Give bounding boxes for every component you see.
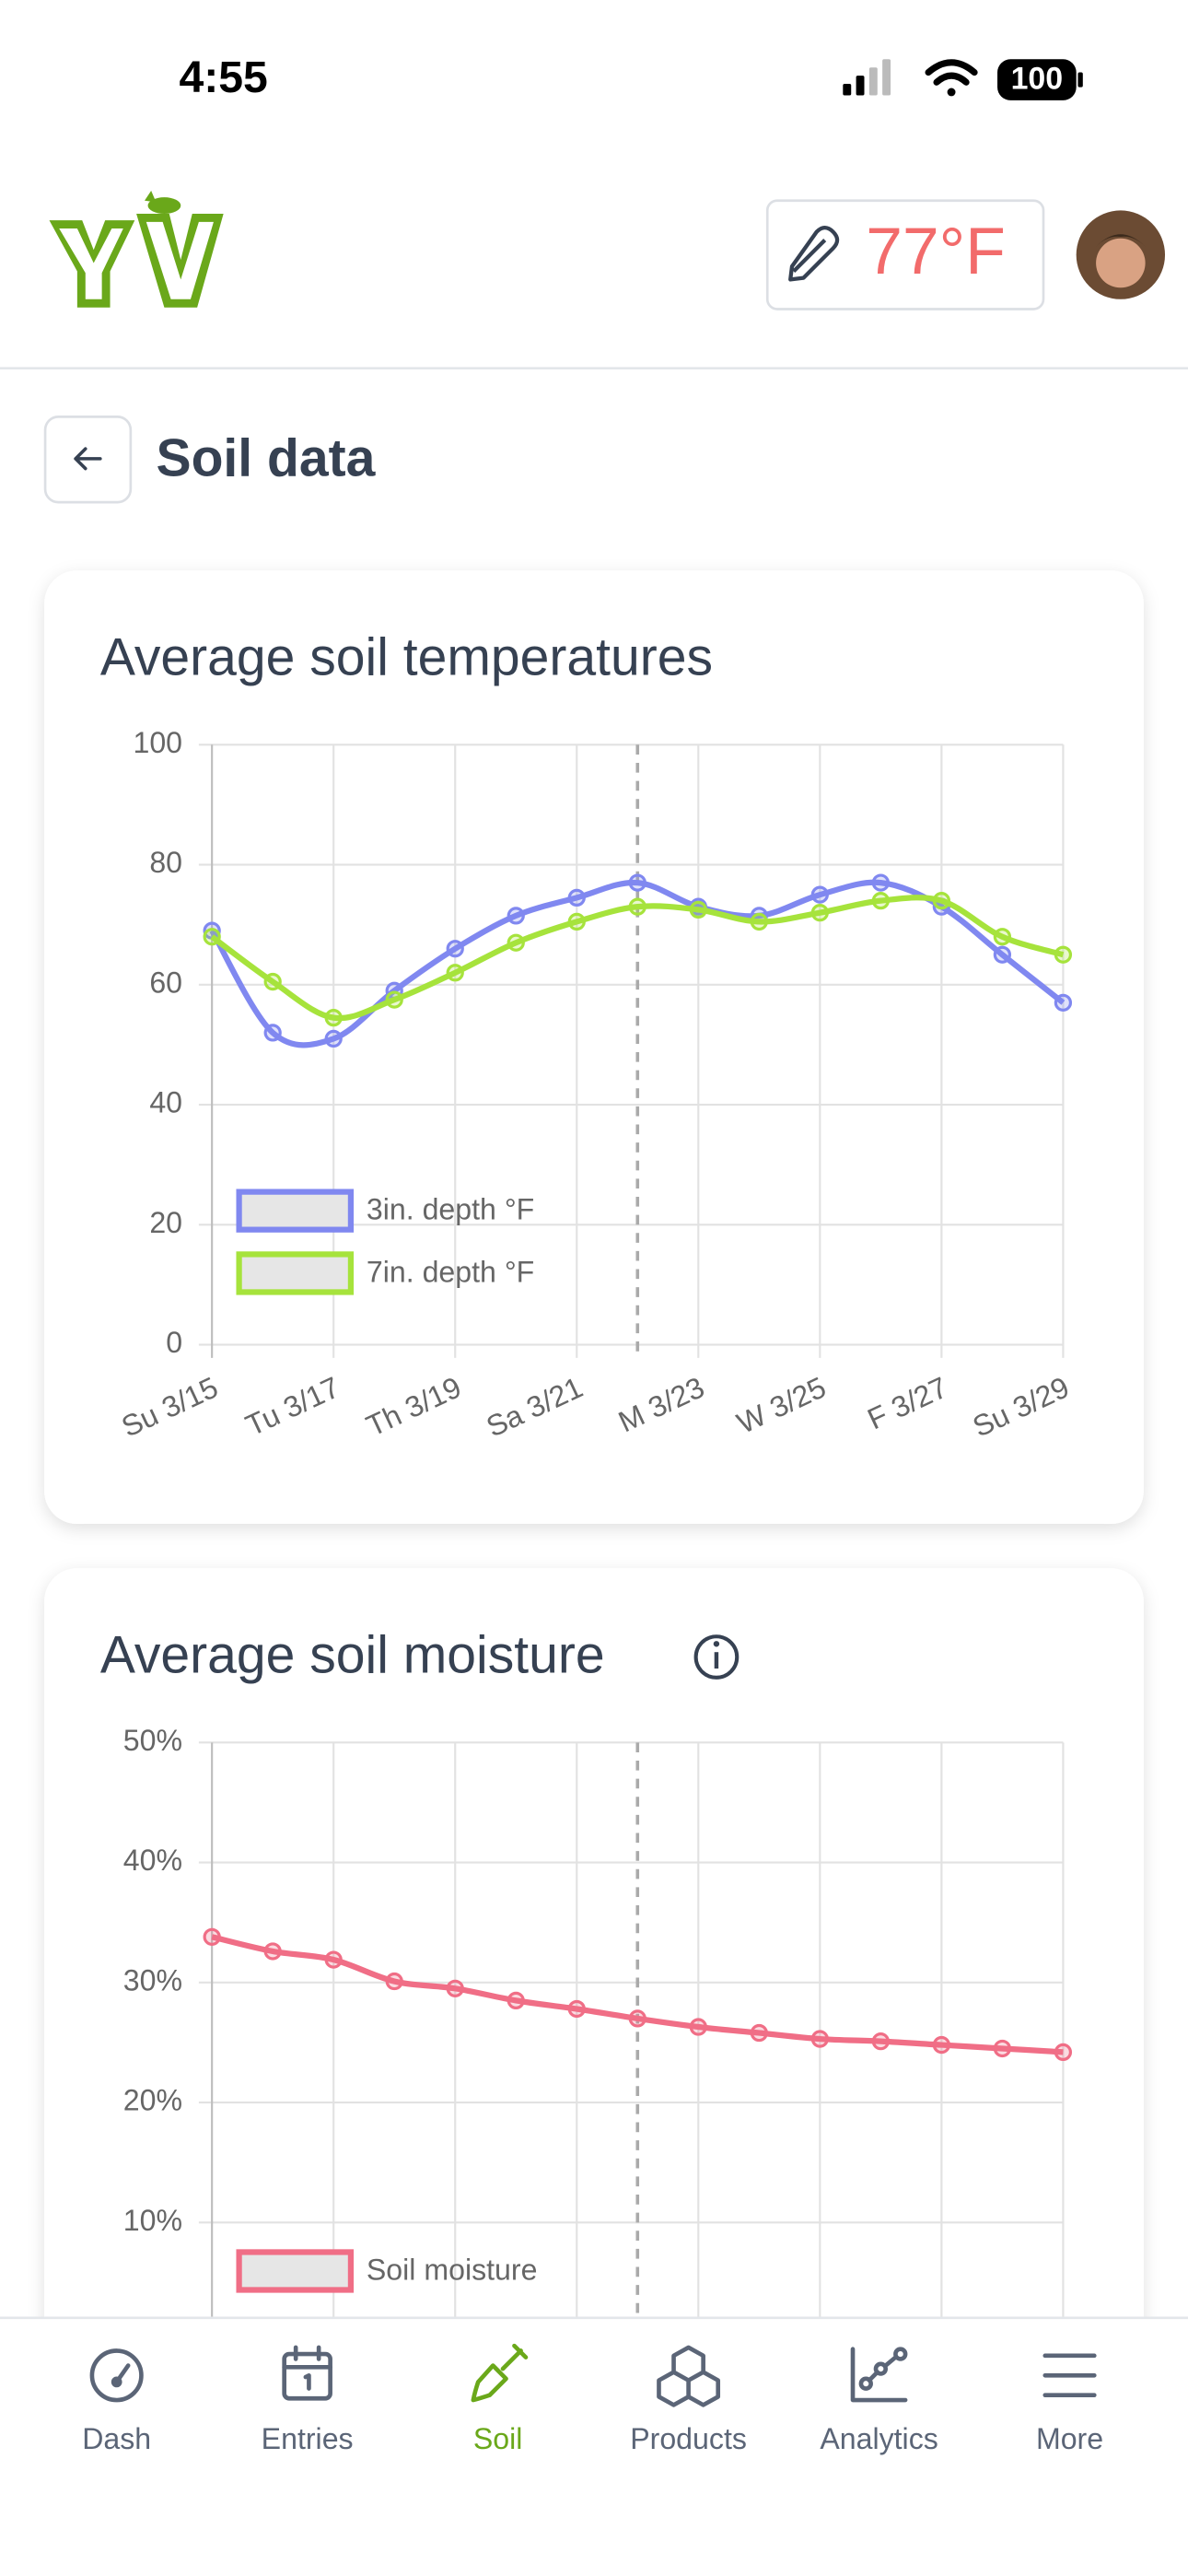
- nav-icons: [89, 2343, 1097, 2407]
- data-point: [446, 1979, 464, 1997]
- dash-icon: [89, 2348, 144, 2403]
- more-icon: [1042, 2353, 1097, 2397]
- signal-icon: [843, 59, 891, 96]
- page-title: Soil data: [157, 429, 377, 488]
- data-point: [567, 888, 586, 907]
- data-point: [385, 1972, 403, 1991]
- nav-item[interactable]: Dash: [82, 2422, 151, 2455]
- data-point: [750, 2023, 768, 2043]
- data-point: [932, 892, 950, 910]
- nav-item[interactable]: Products: [630, 2422, 747, 2455]
- info-icon[interactable]: [693, 1634, 740, 1680]
- data-point: [750, 912, 768, 931]
- data-point: [628, 897, 646, 916]
- temperature-pill[interactable]: 77°F: [765, 199, 1045, 310]
- data-point: [385, 990, 403, 1009]
- data-point: [324, 1008, 343, 1027]
- data-point: [324, 1029, 343, 1048]
- data-point: [689, 900, 707, 919]
- data-point: [628, 2009, 646, 2028]
- avatar[interactable]: [1076, 210, 1166, 299]
- data-point: [446, 940, 464, 958]
- y-tick-label: 20%: [123, 2084, 182, 2117]
- data-point: [507, 907, 525, 925]
- entries-icon: [282, 2345, 332, 2401]
- back-button[interactable]: [43, 416, 133, 504]
- data-point: [507, 1991, 525, 2010]
- y-tick-label: 40: [149, 1086, 182, 1119]
- data-point: [871, 873, 890, 892]
- nav-item[interactable]: More: [1036, 2422, 1103, 2455]
- data-point: [810, 2030, 829, 2048]
- legend-swatch: [236, 1188, 355, 1233]
- chart-title: Average soil moisture: [100, 1625, 605, 1684]
- data-point: [993, 945, 1012, 964]
- soil-icon: [471, 2343, 529, 2403]
- y-tick-label: 40%: [123, 1844, 182, 1877]
- chart-card: [44, 1568, 1144, 2555]
- y-tick-label: 20: [149, 1206, 182, 1239]
- data-point: [871, 2032, 890, 2051]
- logo[interactable]: [49, 191, 224, 308]
- data-point: [1054, 2043, 1073, 2062]
- wifi-icon: [925, 59, 978, 97]
- data-point: [263, 972, 282, 991]
- legend-label: 3in. depth °F: [367, 1193, 534, 1226]
- data-point: [263, 1024, 282, 1042]
- y-tick-label: 80: [149, 846, 182, 879]
- data-point: [203, 928, 221, 946]
- temperature: 77°F: [866, 215, 1006, 288]
- data-point: [871, 892, 890, 910]
- y-tick-label: 0: [166, 1326, 182, 1359]
- chart-title: Average soil temperatures: [100, 627, 713, 686]
- nav-item[interactable]: Entries: [262, 2422, 354, 2455]
- battery-level: 100: [1011, 61, 1064, 96]
- data-point: [628, 873, 646, 892]
- legend-swatch: [236, 2249, 355, 2293]
- data-point: [689, 2018, 707, 2036]
- series-line: [210, 895, 1065, 1022]
- data-point: [993, 928, 1012, 946]
- y-tick-label: 50%: [123, 1724, 182, 1757]
- nav-labels: Dash Entries Soil Products Analytics More: [82, 2422, 1103, 2455]
- legend-label: Soil moisture: [367, 2253, 538, 2286]
- data-point: [567, 912, 586, 931]
- battery-tip: [1077, 72, 1083, 88]
- data-point: [993, 2039, 1012, 2058]
- products-icon: [657, 2345, 721, 2407]
- bottom-nav: [0, 2316, 1188, 2576]
- data-point: [567, 1999, 586, 2019]
- data-point: [810, 885, 829, 904]
- nav-item[interactable]: Analytics: [820, 2422, 938, 2455]
- data-point: [203, 1927, 221, 1946]
- data-point: [1054, 945, 1073, 964]
- nav-item[interactable]: Soil: [473, 2422, 523, 2455]
- data-point: [1054, 993, 1073, 1012]
- series-line: [211, 1934, 1064, 2055]
- data-point: [810, 904, 829, 922]
- y-tick-label: 60: [149, 966, 182, 999]
- data-point: [263, 1942, 282, 1961]
- data-point: [324, 1950, 343, 1969]
- status-time: 4:55: [179, 53, 267, 102]
- data-point: [932, 2035, 950, 2055]
- analytics-icon: [850, 2347, 908, 2403]
- data-point: [507, 933, 525, 952]
- y-tick-label: 30%: [123, 1963, 182, 1996]
- battery-icon: [997, 59, 1077, 100]
- data-point: [446, 964, 464, 982]
- legend-swatch: [236, 1251, 355, 1295]
- y-tick-label: 10%: [123, 2204, 182, 2237]
- legend-label: 7in. depth °F: [367, 1255, 534, 1288]
- y-tick-label: 100: [133, 726, 182, 759]
